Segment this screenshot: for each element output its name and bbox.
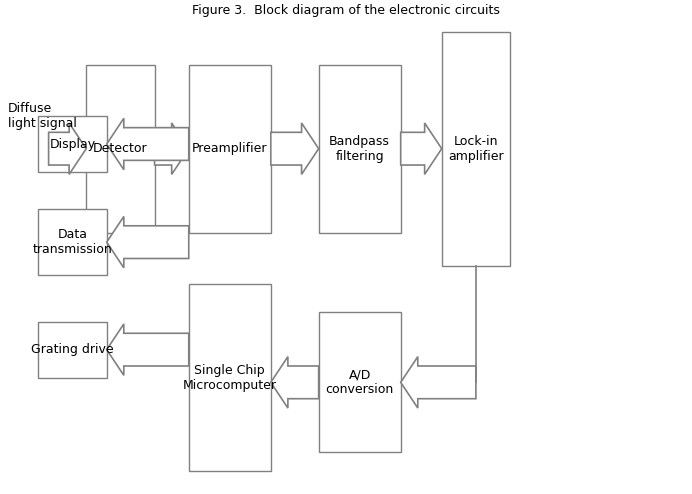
Polygon shape (401, 357, 476, 408)
Text: Lock-in
amplifier: Lock-in amplifier (448, 135, 504, 163)
FancyBboxPatch shape (38, 322, 107, 378)
FancyBboxPatch shape (318, 65, 401, 233)
FancyBboxPatch shape (38, 209, 107, 275)
Text: A/D
conversion: A/D conversion (325, 369, 394, 396)
Polygon shape (154, 123, 189, 174)
Polygon shape (107, 216, 189, 268)
FancyBboxPatch shape (189, 284, 271, 471)
FancyBboxPatch shape (318, 312, 401, 453)
Text: Detector: Detector (93, 142, 147, 155)
Polygon shape (107, 118, 189, 170)
Text: Bandpass
filtering: Bandpass filtering (329, 135, 390, 163)
Polygon shape (107, 324, 189, 375)
Polygon shape (48, 123, 86, 174)
Polygon shape (401, 123, 441, 174)
Text: Display: Display (49, 137, 95, 151)
FancyBboxPatch shape (441, 32, 510, 265)
Title: Figure 3.  Block diagram of the electronic circuits: Figure 3. Block diagram of the electroni… (192, 4, 500, 17)
Polygon shape (271, 357, 318, 408)
Text: Grating drive: Grating drive (31, 343, 114, 356)
Text: Diffuse
light signal: Diffuse light signal (8, 102, 76, 130)
Polygon shape (271, 123, 318, 174)
FancyBboxPatch shape (86, 65, 154, 233)
Text: Preamplifier: Preamplifier (192, 142, 268, 155)
FancyBboxPatch shape (38, 116, 107, 172)
Text: Single Chip
Microcomputer: Single Chip Microcomputer (183, 364, 277, 392)
FancyBboxPatch shape (189, 65, 271, 233)
Text: Data
transmission: Data transmission (33, 228, 112, 256)
